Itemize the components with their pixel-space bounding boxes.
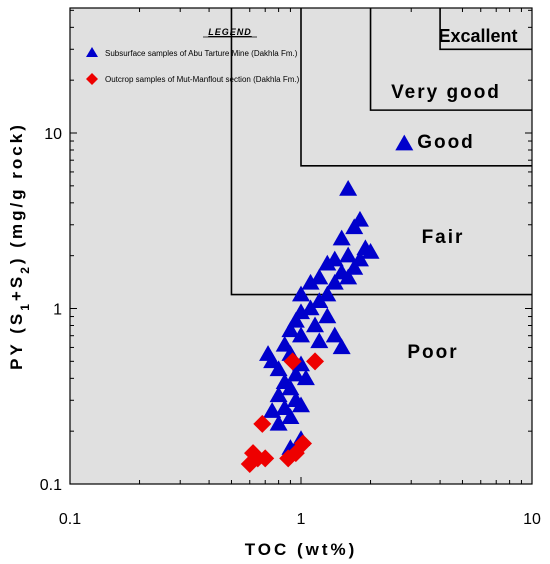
legend-triangle-marker: [86, 47, 98, 57]
triangle-point: [339, 179, 358, 196]
triangle-point: [269, 386, 288, 403]
x-axis-title: TOC (wt%): [245, 540, 358, 559]
triangle-point: [318, 307, 337, 324]
axis-ticks: 0.1 1 10 0.1 1 10: [40, 8, 541, 528]
diamond-point: [283, 352, 302, 371]
triangle-point: [306, 316, 325, 333]
triangle-point: [325, 326, 344, 343]
diamond-point: [248, 449, 267, 468]
triangle-point: [281, 321, 300, 338]
diamond-point: [253, 414, 272, 433]
legend-diamond-marker: [86, 73, 98, 85]
y-axis-title-part: ) (mg/g rock): [7, 122, 26, 264]
triangle-point: [318, 285, 337, 302]
triangle-point: [301, 273, 320, 290]
y-axis-title-part: 1: [18, 301, 32, 311]
triangle-point: [345, 259, 364, 275]
y-tick-label: 10: [44, 126, 62, 143]
zone-label: Fair: [422, 227, 465, 248]
diamond-point: [293, 434, 312, 453]
zone-label: Poor: [407, 342, 458, 363]
triangle-point: [361, 242, 380, 259]
triangle-point: [301, 299, 320, 316]
legend-title: LEGEND: [208, 27, 252, 37]
diamond-point: [306, 352, 325, 371]
y-axis-title-part: 2: [18, 264, 32, 274]
triangle-point: [325, 273, 344, 290]
x-tick-label: 10: [523, 511, 541, 528]
zone-label: Excallent: [438, 26, 517, 46]
triangle-point: [269, 414, 288, 431]
zone-boundary: [439, 8, 532, 51]
zone-labels: Poor Fair Good Very good Excallent: [391, 26, 517, 363]
triangle-point: [286, 365, 305, 382]
triangle-point: [310, 292, 329, 308]
triangle-point: [345, 218, 364, 235]
zone-boundary: [369, 8, 532, 111]
triangle-point: [281, 408, 300, 425]
triangle-point: [339, 268, 358, 285]
triangle-point: [269, 360, 288, 377]
triangle-point: [292, 396, 310, 413]
triangle-point: [310, 332, 329, 349]
y-axis-title-part: PY (: [7, 325, 26, 370]
zone-label: Very good: [391, 82, 501, 103]
y-axis-title-part: +S: [7, 274, 26, 301]
triangle-point: [332, 229, 351, 246]
legend-entry-label: Subsurface samples of Abu Tarture Mine (…: [105, 49, 298, 58]
x-tick-label: 0.1: [59, 511, 81, 528]
triangle-point: [310, 268, 329, 285]
triangle-point: [318, 254, 337, 271]
y-tick-label: 1: [53, 302, 62, 319]
triangle-point: [263, 402, 282, 418]
triangle-point: [292, 326, 310, 343]
triangle-point: [296, 369, 315, 386]
legend: LEGEND Subsurface samples of Abu Tarture …: [86, 27, 300, 85]
triangle-point: [350, 250, 369, 267]
legend-entry-label: Outcrop samples of Mut-Manflout section …: [105, 75, 300, 84]
data-points: [240, 134, 414, 474]
zone-boundaries: [230, 8, 532, 296]
triangle-point: [395, 134, 414, 151]
zone-boundary: [230, 8, 532, 296]
y-axis-title: PY (S1+S2) (mg/g rock): [7, 122, 32, 370]
y-axis-title-part: S: [7, 311, 26, 325]
triangle-point: [339, 246, 358, 263]
zone-label: Good: [417, 132, 475, 153]
x-tick-label: 1: [297, 511, 306, 528]
triangle-point: [281, 379, 300, 396]
y-tick-label: 0.1: [40, 477, 62, 494]
zone-boundary: [300, 8, 532, 167]
triangle-point: [332, 338, 351, 355]
triangle-point: [292, 285, 310, 302]
